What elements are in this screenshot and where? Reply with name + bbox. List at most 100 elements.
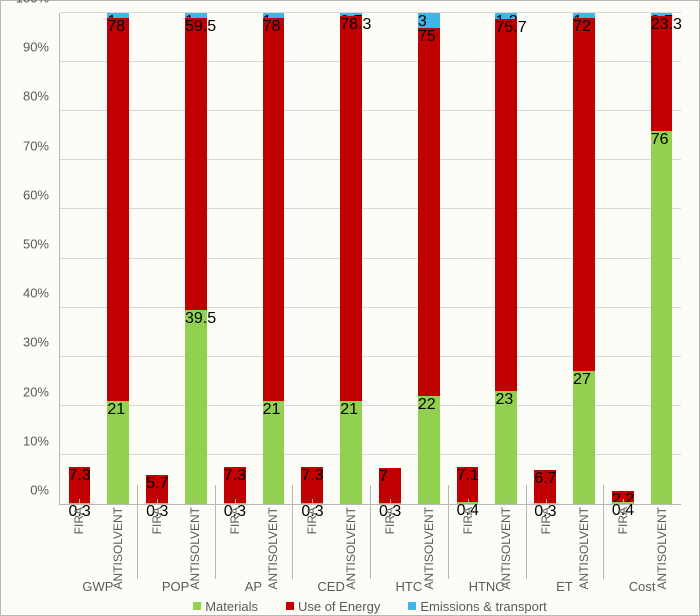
x-subgroup: FIRAANTISOLVENT [215,503,293,579]
x-group-label-text: AP [245,579,262,594]
x-group-label-text: Cost [629,579,656,594]
x-sublabel: ANTISOLVENT [565,503,603,579]
x-sublabel-text: ANTISOLVENT [111,507,125,589]
x-sublabel-text: FIRA [150,507,164,534]
bar-slot: 0.47.1 [448,13,487,504]
bar-segment: 59.5 [185,18,207,310]
bar-group: 0.47.12375.71.3 [448,13,526,504]
x-sublabel: FIRA [371,503,409,579]
x-group-label-text: GWP [82,579,113,594]
x-subgroup: FIRA ANTISOLVENT [526,503,604,579]
legend-item: Use of Energy [286,599,380,614]
x-group-label-text: CED [317,579,344,594]
x-tick [235,499,236,503]
x-group-label-text: POP [162,579,189,594]
bar-slot: 21781 [254,13,293,504]
bar-slot: 0.35.7 [138,13,177,504]
bars-row: 0.37.3217810.35.739.559.510.37.3217810.3… [60,13,681,504]
x-tick [195,499,196,503]
bar-segment: 7 [379,468,401,502]
x-tick [118,499,119,503]
bar-slot: 27721 [565,13,604,504]
bar-segment: 72 [573,18,595,372]
x-sublabel-text: FIRA [461,507,475,534]
group-separator [215,485,216,579]
x-tick [429,499,430,503]
x-sublabel: ANTISOLVENT [332,503,370,579]
x-tick [273,499,274,503]
bar-slot: 21781 [99,13,138,504]
y-tick-label: 0% [30,483,49,498]
x-sublabel: ANTISOLVENT [98,503,136,579]
x-sublabel: ANTISOLVENT [254,503,292,579]
bar-segment: 39.5 [185,310,207,504]
stacked-bar: 39.559.51 [185,13,207,504]
bar-segment: 3 [418,13,440,28]
x-sublabel: FIRA [216,503,254,579]
group-separator [526,485,527,579]
x-subgroup: FIRAANTISOLVENT [137,503,215,579]
bar-group: 0.3722753 [371,13,449,504]
bar-slot: 0.37.3 [215,13,254,504]
bar-slot: 0.37 [371,13,410,504]
x-sublabel-text: ANTISOLVENT [188,507,202,589]
bar-segment: 23 [495,391,517,504]
legend: Materials Use of Energy Emissions & transp… [59,597,681,615]
x-sublabel: FIRA [604,503,642,579]
x-group-label: HTC [370,579,448,597]
bar-group: 0.35.7 39.559.51 [138,13,216,504]
y-tick-label: 60% [23,187,49,202]
bar-segment: 6.7 [534,470,556,503]
x-subgroup: FIRAANTISOLVENT [59,503,137,579]
x-subgroup: FIRAANTISOLVENT [292,503,370,579]
x-sublabel: FIRA [60,503,98,579]
x-group-label: Cost [603,579,681,597]
legend-label: Emissions & transport [420,599,546,614]
x-sublabel: FIRA [293,503,331,579]
x-sublabel: ANTISOLVENT [643,503,681,579]
legend-swatch [193,602,201,610]
x-sublabel-text: ANTISOLVENT [422,507,436,589]
x-subgroup: FIRAANTISOLVENT [603,503,681,579]
legend-item: Materials [193,599,258,614]
x-sublabel: FIRA [449,503,487,579]
x-tick [312,499,313,503]
x-tick [584,499,585,503]
x-group-label-text: HTC [396,579,423,594]
x-sublabel: ANTISOLVENT [487,503,525,579]
stacked-bar: 21781 [263,13,285,504]
stacked-bar: 27721 [573,13,595,504]
bar-segment: 78 [107,18,129,401]
group-separator [370,485,371,579]
x-sublabel: FIRA [527,503,565,579]
x-tick [390,499,391,503]
x-tick [468,499,469,503]
bar-segment: 78 [263,18,285,401]
y-tick-label: 10% [23,433,49,448]
bar-group: 0.37.3 21781 [215,13,293,504]
stacked-bar: 7623.30.7 [651,13,673,504]
x-sublabel: FIRA [138,503,176,579]
x-tick [506,499,507,503]
x-group-label: ET [526,579,604,597]
bar-slot: 0.36.7 [526,13,565,504]
x-subgroup: FIRA ANTISOLVENT [448,503,526,579]
bar-slot: 0.37.3 [60,13,99,504]
legend-swatch [408,602,416,610]
x-sublabel: ANTISOLVENT [409,503,447,579]
x-sublabel-text: FIRA [539,507,553,534]
chart-container: 0%10%20%30%40%50%60%70%80%90%100% 0.37.3… [0,0,700,616]
x-sublabel-text: ANTISOLVENT [266,507,280,589]
bar-segment: 27 [573,371,595,504]
y-tick-label: 90% [23,40,49,55]
legend-label: Use of Energy [298,599,380,614]
bar-segment: 21 [340,401,362,504]
group-separator [448,485,449,579]
bar-segment: 7.3 [69,467,91,503]
x-group-label-text: ET [556,579,573,594]
bar-segment: 21 [107,401,129,504]
bar-segment: 75.7 [495,19,517,391]
bar-slot: 39.559.51 [176,13,215,504]
y-tick-label: 80% [23,89,49,104]
bar-slot: 2375.71.3 [487,13,526,504]
